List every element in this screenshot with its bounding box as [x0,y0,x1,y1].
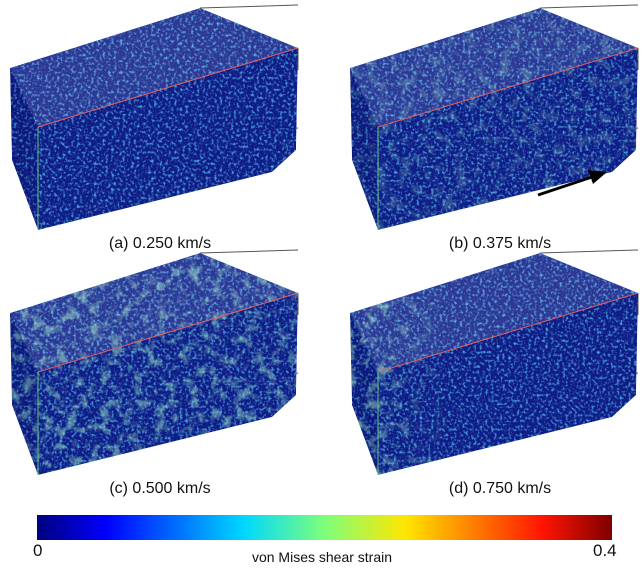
panel-caption: (b) 0.375 km/s [449,235,551,252]
figure: (a) 0.250 km/s (b) 0.375 km/s (c) 0.500 km… [0,0,642,569]
edge-particles [0,0,310,240]
colorbar-max: 0.4 [593,541,617,560]
colorbar: 0 0.4 von Mises shear strain [33,515,617,565]
panel: (c) 0.500 km/s [0,245,310,497]
colorbar-label: von Mises shear strain [252,549,392,565]
wire [540,250,638,253]
panels: (a) 0.250 km/s (b) 0.375 km/s (c) 0.500 km… [0,0,642,497]
arrow-head [588,170,607,184]
box [340,0,642,240]
colorbar-gradient [37,515,612,540]
wire [200,5,298,8]
panel-caption: (d) 0.750 km/s [449,480,551,497]
panel: (b) 0.375 km/s [340,0,642,252]
panel: (d) 0.750 km/s [340,245,642,497]
wire [540,5,638,8]
box [0,245,310,485]
wire [200,250,298,253]
panel: (a) 0.250 km/s [0,0,310,252]
edge-particles [0,245,310,485]
panel-caption: (c) 0.500 km/s [109,480,210,497]
panel-caption: (a) 0.250 km/s [109,235,211,252]
edge-particles [340,245,642,485]
edge-particles [340,0,642,240]
box [0,0,310,240]
colorbar-min: 0 [33,541,42,560]
box [340,245,642,485]
